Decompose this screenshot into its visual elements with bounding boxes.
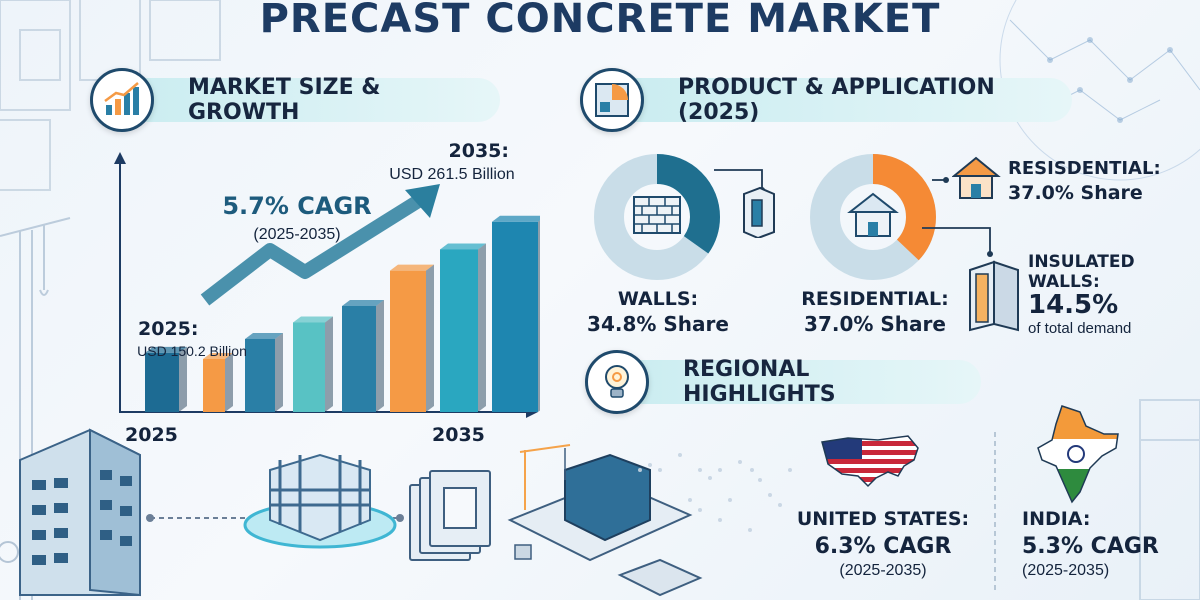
india-period: (2025-2035) — [1022, 562, 1110, 579]
insulated-note: of total demand — [1028, 320, 1132, 337]
end-value-label: USD 261.5 Billion — [389, 166, 515, 183]
us-cagr: 6.3% CAGR — [814, 534, 952, 559]
india-cagr: 5.3% CAGR — [1022, 534, 1159, 559]
axis-end-label: 2035 — [432, 424, 485, 446]
india-flag-map-icon — [1037, 405, 1119, 504]
growth-chart-icon — [90, 68, 154, 132]
building-frame-illustration — [243, 453, 397, 549]
wall-panel-icon — [743, 186, 775, 238]
end-year-label: 2035: — [448, 140, 509, 162]
walls-donut-chart — [594, 154, 720, 280]
bar-2028 — [293, 316, 333, 412]
us-flag-map-icon — [821, 435, 919, 488]
section-header-market-label: MARKET SIZE & GROWTH — [188, 75, 381, 125]
cagr-period: (2025-2035) — [253, 226, 341, 243]
section-header-market: MARKET SIZE & GROWTH — [110, 75, 500, 125]
insulated-label-line1: INSULATED — [1028, 252, 1135, 272]
brick-wall-icon — [633, 196, 681, 234]
bar-2026 — [203, 353, 233, 412]
insulated-wall-icon — [969, 260, 1019, 332]
insulated-value: 14.5% — [1028, 290, 1119, 320]
start-year-label: 2025: — [138, 318, 199, 340]
blueprint-icon — [580, 68, 644, 132]
bar-2025 — [145, 346, 187, 412]
callout-residential-label: RESISDENTIAL: — [1008, 158, 1161, 179]
page-title: PRECAST CONCRETE MARKET — [259, 0, 941, 42]
lightbulb-icon — [585, 350, 649, 414]
axis-start-label: 2025 — [125, 424, 178, 446]
walls-share: 34.8% Share — [587, 312, 729, 336]
india-name: INDIA: — [1022, 508, 1091, 530]
insulated-label-line2: WALLS: — [1028, 272, 1100, 292]
bar-2035 — [492, 215, 540, 412]
growth-arrow — [200, 194, 424, 306]
section-header-product-label: PRODUCT & APPLICATION (2025) — [678, 75, 995, 125]
section-header-regional-label: REGIONAL HIGHLIGHTS — [683, 357, 836, 407]
residential-donut-chart — [810, 154, 936, 280]
start-value-label: USD 150.2 Billion — [137, 343, 247, 359]
callout-residential-share: 37.0% Share — [1008, 182, 1143, 204]
bar-2027 — [245, 332, 283, 412]
section-header-regional: REGIONAL HIGHLIGHTS — [605, 357, 981, 407]
office-building-illustration — [19, 428, 141, 597]
bar-2032 — [440, 243, 486, 412]
precast-panels-illustration — [409, 470, 491, 561]
walls-label: WALLS: — [617, 288, 699, 310]
us-name: UNITED STATES: — [796, 508, 970, 530]
small-house-icon — [952, 156, 1001, 199]
residential-share: 37.0% Share — [804, 312, 946, 336]
section-header-product: PRODUCT & APPLICATION (2025) — [600, 75, 1072, 125]
us-period: (2025-2035) — [839, 562, 927, 579]
bar-2031 — [390, 264, 434, 412]
house-icon — [847, 192, 899, 237]
growth-arrow-head — [405, 184, 440, 218]
cagr-label: 5.7% CAGR — [222, 192, 372, 220]
residential-label: RESIDENTIAL: — [801, 288, 949, 310]
construction-site-illustration — [507, 444, 703, 597]
bar-2029 — [342, 300, 384, 412]
market-size-bar-chart — [114, 152, 540, 418]
